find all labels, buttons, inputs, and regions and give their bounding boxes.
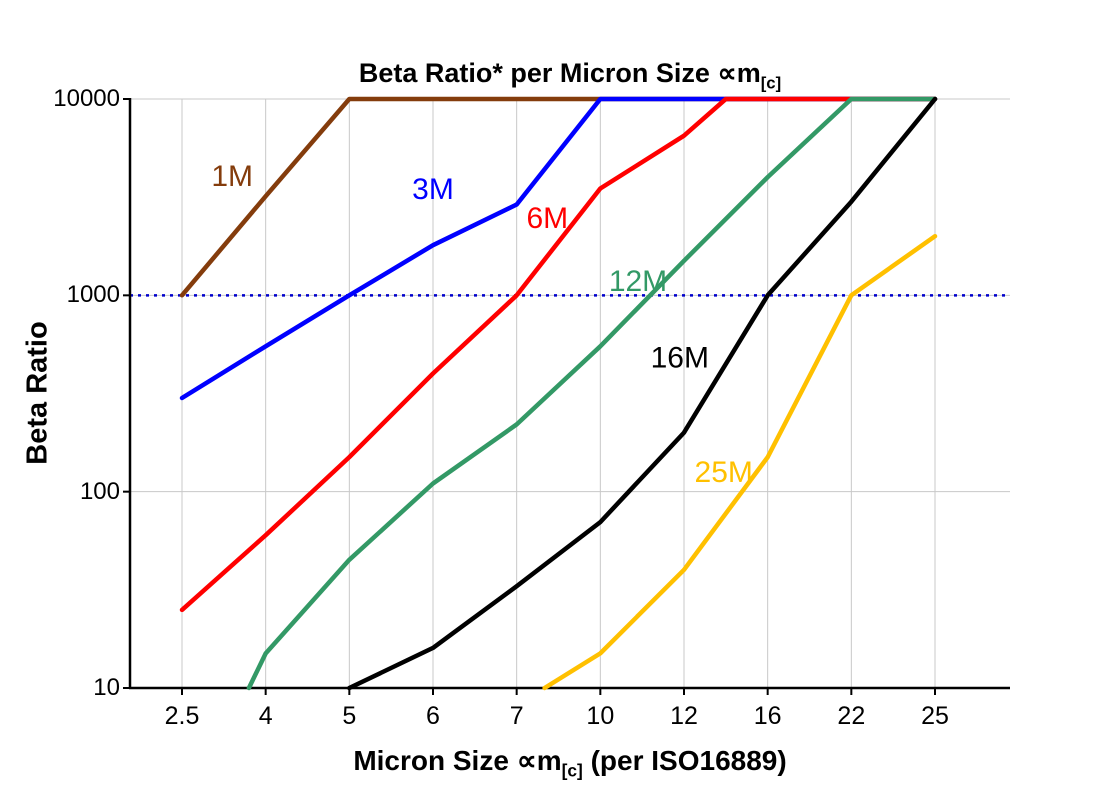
x-axis-title-subscript: [c]: [561, 760, 583, 781]
chart-title-subscript: [c]: [760, 73, 782, 93]
series-label-12M: 12M: [609, 265, 667, 298]
chart-title: Beta Ratio* per Micron Size ∝m[c]: [130, 58, 1010, 93]
series-line-12M: [246, 96, 938, 691]
series-label-3M: 3M: [412, 173, 454, 206]
x-axis-title: Micron Size ∝m[c] (per ISO16889): [130, 744, 1010, 782]
series-label-1M: 1M: [211, 160, 253, 193]
chart-title-symbol: ∝m: [717, 58, 761, 88]
chart-title-text: Beta Ratio* per Micron Size: [358, 58, 718, 88]
series-label-16M: 16M: [651, 341, 709, 374]
series-line-6M: [179, 96, 938, 613]
x-axis-title-suffix: (per ISO16889): [582, 745, 787, 776]
series-label-25M: 25M: [695, 456, 753, 489]
series-line-3M: [179, 96, 938, 401]
series-line-25M: [542, 233, 938, 691]
x-axis-title-symbol: ∝m: [516, 745, 562, 776]
series-label-6M: 6M: [526, 202, 568, 235]
series-line-16M: [347, 96, 938, 691]
x-axis-title-text: Micron Size: [353, 745, 517, 776]
